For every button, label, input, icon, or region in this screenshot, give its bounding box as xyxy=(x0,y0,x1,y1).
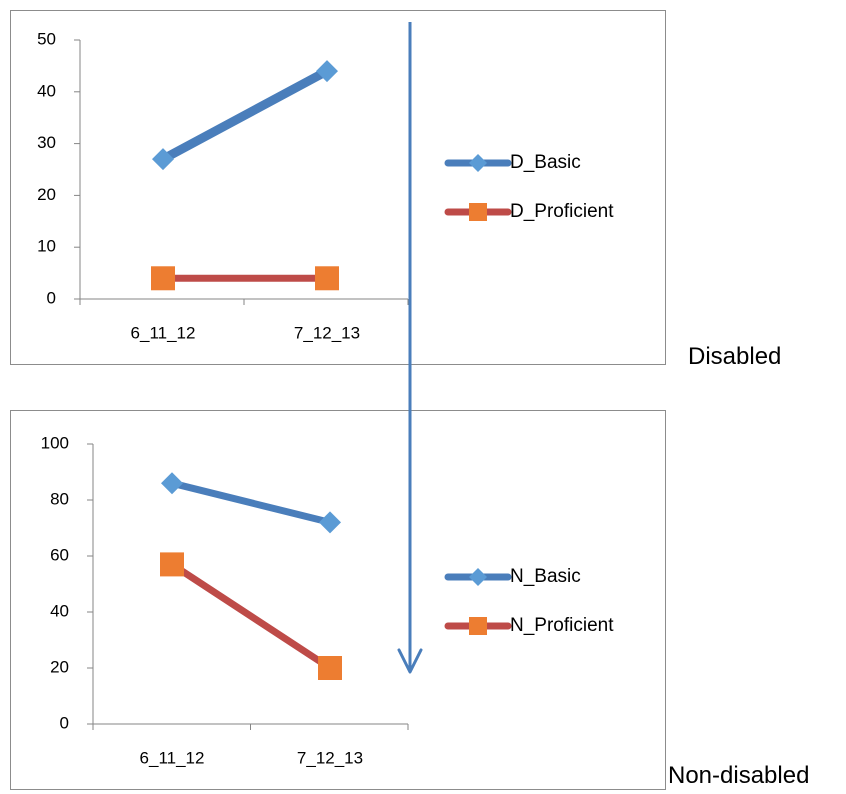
disabled-proficient-point xyxy=(151,266,175,291)
nondisabled-x-tick-label: 7_12_13 xyxy=(297,748,363,767)
disabled-y-tick-label: 30 xyxy=(37,133,56,152)
disabled-basic-point xyxy=(316,60,338,83)
chart-disabled-frame xyxy=(10,10,666,365)
label-disabled: Disabled xyxy=(688,343,782,370)
disabled-legend-marker xyxy=(469,154,487,172)
nondisabled-y-tick-label: 0 xyxy=(60,713,69,732)
disabled-legend-marker xyxy=(469,203,487,221)
nondisabled-series-line-basic xyxy=(168,479,334,526)
vertical-arrow-head xyxy=(397,648,423,674)
nondisabled-basic-point xyxy=(319,511,341,534)
disabled-x-tick-label: 7_12_13 xyxy=(294,323,360,342)
disabled-series-line-basic xyxy=(158,66,332,164)
disabled-y-tick-label: 0 xyxy=(47,288,56,307)
nondisabled-proficient-point xyxy=(160,552,184,577)
disabled-x-tick-label: 6_11_12 xyxy=(131,323,196,342)
disabled-basic-point xyxy=(152,148,174,171)
disabled-y-tick-label: 20 xyxy=(37,185,56,204)
nondisabled-basic-point xyxy=(161,472,183,495)
disabled-proficient-point xyxy=(315,266,339,291)
nondisabled-y-tick-label: 100 xyxy=(41,433,69,452)
disabled-y-tick-label: 50 xyxy=(37,29,56,48)
nondisabled-legend-label: N_Basic xyxy=(510,566,581,587)
disabled-y-tick-label: 10 xyxy=(37,237,56,256)
nondisabled-proficient-point xyxy=(318,656,342,680)
nondisabled-series-line-proficient xyxy=(168,560,334,672)
nondisabled-legend-label: N_Proficient xyxy=(510,615,614,636)
nondisabled-legend-marker xyxy=(469,617,487,635)
nondisabled-x-tick-label: 6_11_12 xyxy=(140,748,205,767)
label-nondisabled: Non-disabled xyxy=(668,762,810,789)
disabled-y-tick-label: 40 xyxy=(37,81,56,100)
nondisabled-y-tick-label: 80 xyxy=(50,489,69,508)
nondisabled-y-tick-label: 60 xyxy=(50,545,69,564)
disabled-legend-label: D_Basic xyxy=(510,152,581,173)
nondisabled-legend-marker xyxy=(469,568,487,586)
nondisabled-y-tick-label: 20 xyxy=(50,657,69,676)
nondisabled-y-tick-label: 40 xyxy=(50,601,69,620)
disabled-legend-label: D_Proficient xyxy=(510,201,614,222)
chart-nondisabled-frame xyxy=(10,410,666,790)
